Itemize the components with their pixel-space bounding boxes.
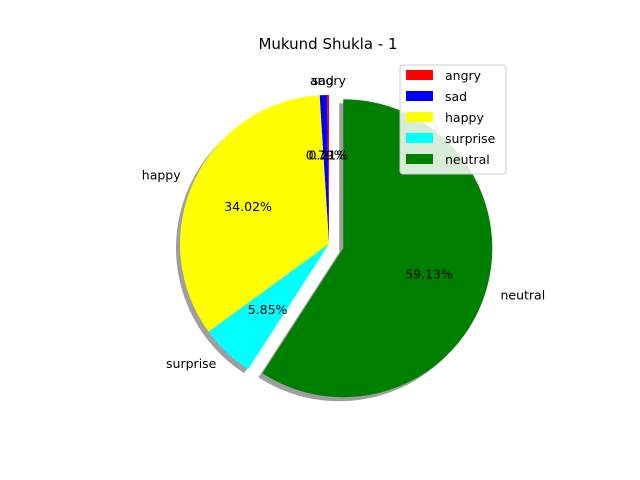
legend-swatch-happy [406, 112, 433, 122]
legend-swatch-sad [406, 91, 433, 101]
legend-swatch-angry [406, 70, 433, 80]
slice-percent-angry: 0.21% [309, 148, 349, 163]
legend: angry sad happy surprise neutral [399, 64, 507, 175]
slice-percent-surprise: 5.85% [248, 302, 288, 317]
pie-labels: angry 0.21% sad 0.79% happy 34.02% surprise 5.8… [142, 73, 545, 371]
legend-swatch-neutral [406, 154, 433, 164]
slice-percent-neutral: 59.13% [405, 267, 453, 282]
legend-label-happy: happy [445, 110, 484, 125]
legend-label-surprise: surprise [445, 131, 496, 146]
slice-label-sad: sad [312, 73, 334, 88]
legend-label-sad: sad [445, 89, 467, 104]
slice-surprise [208, 244, 329, 370]
chart-title: Mukund Shukla - 1 [258, 35, 397, 53]
slice-label-surprise: surprise [166, 356, 217, 371]
slice-angry [327, 95, 329, 244]
legend-label-angry: angry [445, 68, 482, 83]
slice-sad [319, 95, 329, 244]
legend-label-neutral: neutral [445, 152, 490, 167]
slice-label-happy: happy [142, 167, 181, 182]
legend-swatch-surprise [406, 133, 433, 143]
slice-percent-sad: 0.79% [306, 148, 346, 163]
slice-label-angry: angry [310, 73, 347, 88]
slice-label-neutral: neutral [500, 288, 545, 303]
slice-happy [180, 95, 329, 332]
slice-percent-happy: 34.02% [224, 199, 272, 214]
